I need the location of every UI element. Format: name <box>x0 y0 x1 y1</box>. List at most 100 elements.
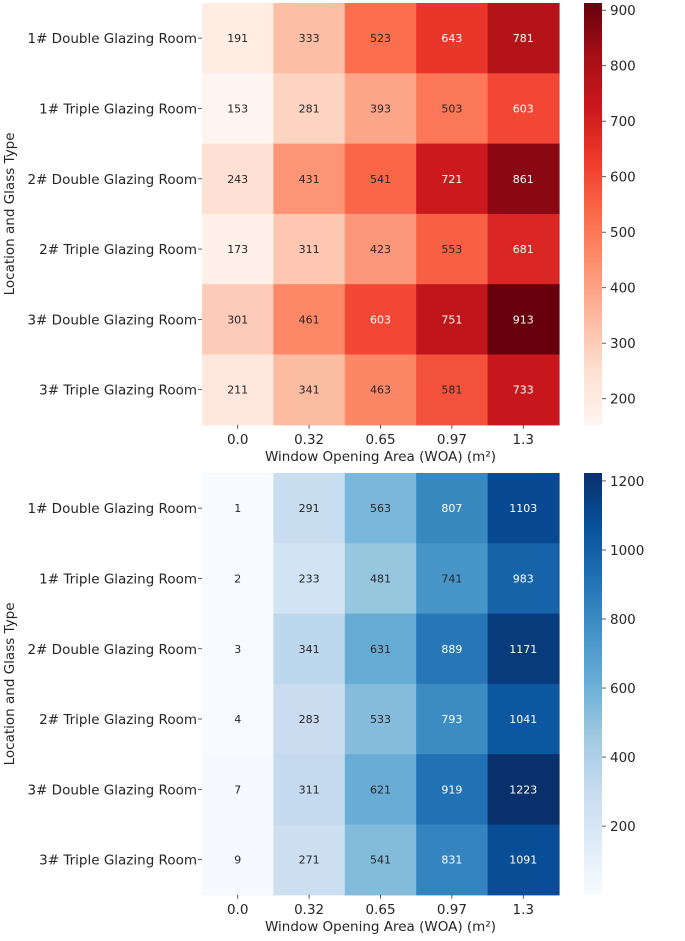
heatmap-cell <box>273 213 346 285</box>
cell-value-label: 431 <box>299 173 320 186</box>
heatmap-cell <box>487 613 560 685</box>
heatmap-cell <box>416 543 489 615</box>
heatmap-cell <box>273 824 346 896</box>
cell-value-label: 621 <box>370 783 391 796</box>
heatmap-cell <box>487 213 560 285</box>
cell-value-label: 807 <box>441 502 462 515</box>
cell-value-label: 211 <box>227 384 248 397</box>
colorbar-tick-label: 200 <box>610 392 636 408</box>
colorbar-tick-label: 1200 <box>610 474 644 490</box>
cell-value-label: 733 <box>513 384 534 397</box>
cell-value-label: 2 <box>234 572 241 585</box>
cell-value-label: 631 <box>370 643 391 656</box>
cell-value-label: 581 <box>441 384 462 397</box>
cell-value-label: 741 <box>441 572 462 585</box>
heatmap-cell <box>416 354 489 426</box>
cell-value-label: 191 <box>227 32 248 45</box>
heatmap-cell <box>273 543 346 615</box>
heatmap-cell <box>487 73 560 145</box>
y-axis-label: Location and Glass Type <box>2 132 18 295</box>
heatmap-cell <box>344 213 417 285</box>
cell-value-label: 889 <box>441 643 462 656</box>
cell-value-label: 781 <box>513 32 534 45</box>
heatmap-cell <box>202 284 274 356</box>
cell-value-label: 1171 <box>509 643 537 656</box>
cell-value-label: 7 <box>234 783 241 796</box>
heatmap-cell <box>202 543 274 615</box>
cell-value-label: 243 <box>227 173 248 186</box>
cell-value-label: 173 <box>227 243 248 256</box>
heatmap-cell <box>344 824 417 896</box>
cell-value-label: 643 <box>441 32 462 45</box>
x-tick-label: 0.0 <box>227 432 248 448</box>
heatmap-cell <box>273 143 346 215</box>
cell-value-label: 603 <box>513 102 534 115</box>
heatmap-cell <box>416 213 489 285</box>
y-tick-label: 2# Triple Glazing Room <box>39 242 197 258</box>
cell-value-label: 793 <box>441 713 462 726</box>
x-tick-label: 1.3 <box>513 902 534 918</box>
heatmap-cell <box>344 473 417 544</box>
colorbar-tick-label: 700 <box>610 114 636 130</box>
x-tick-label: 0.65 <box>365 432 395 448</box>
cell-value-label: 831 <box>441 854 462 867</box>
heatmap-cell <box>202 683 274 755</box>
cell-value-label: 333 <box>299 32 320 45</box>
cell-value-label: 233 <box>299 572 320 585</box>
heatmap-cell <box>273 73 346 145</box>
cell-value-label: 341 <box>299 384 320 397</box>
heatmap-cell <box>273 284 346 356</box>
colorbar-tick-label: 600 <box>610 681 636 697</box>
heatmap-cell <box>273 354 346 426</box>
heatmap-cell <box>416 613 489 685</box>
x-tick-label: 0.0 <box>227 902 248 918</box>
x-tick-label: 1.3 <box>513 432 534 448</box>
y-tick-label: 1# Triple Glazing Room <box>39 101 197 117</box>
x-axis-label: Window Opening Area (WOA) (m²) <box>265 449 496 465</box>
colorbar-tick-label: 900 <box>610 3 636 19</box>
cell-value-label: 523 <box>370 32 391 45</box>
heatmap-cell <box>202 73 274 145</box>
y-tick-label: 3# Triple Glazing Room <box>39 853 197 869</box>
heatmap-cell <box>487 284 560 356</box>
heatmap-cell <box>202 613 274 685</box>
cell-value-label: 4 <box>234 713 241 726</box>
y-tick-label: 1# Double Glazing Room <box>27 31 197 47</box>
cell-value-label: 1041 <box>509 713 537 726</box>
heatmap-cell <box>273 3 346 74</box>
y-tick-label: 2# Double Glazing Room <box>27 642 197 658</box>
x-tick-label: 0.65 <box>365 902 395 918</box>
cell-value-label: 1091 <box>509 854 537 867</box>
y-tick-label: 3# Triple Glazing Room <box>39 383 197 399</box>
cell-value-label: 919 <box>441 783 462 796</box>
cell-value-label: 861 <box>513 173 534 186</box>
cell-value-label: 283 <box>299 713 320 726</box>
cell-value-label: 751 <box>441 313 462 326</box>
heatmap-cell <box>416 73 489 145</box>
heatmap-cell <box>344 3 417 74</box>
heatmap-cell <box>344 143 417 215</box>
colorbar-tick-label: 300 <box>610 336 636 352</box>
heatmap-cell <box>344 683 417 755</box>
heatmap-cell <box>487 354 560 426</box>
heatmap-cell <box>344 543 417 615</box>
x-tick-label: 0.32 <box>294 432 324 448</box>
heatmap-cell <box>416 754 489 826</box>
cell-value-label: 603 <box>370 313 391 326</box>
heatmap-cell <box>202 213 274 285</box>
cell-value-label: 533 <box>370 713 391 726</box>
cell-value-label: 541 <box>370 854 391 867</box>
colorbar-tick-label: 400 <box>610 281 636 297</box>
cell-value-label: 681 <box>513 243 534 256</box>
cell-value-label: 721 <box>441 173 462 186</box>
heatmap-cell <box>273 683 346 755</box>
heatmap-cell <box>416 3 489 74</box>
heatmap-cell <box>416 143 489 215</box>
cell-value-label: 153 <box>227 102 248 115</box>
y-tick-label: 2# Double Glazing Room <box>27 172 197 188</box>
heatmap-cell <box>202 473 274 544</box>
heatmap-panel-1: 191 333 523 643 781 153 281 393 503 603 243 431 541 7… <box>2 3 636 465</box>
colorbar-tick-label: 600 <box>610 170 636 186</box>
cell-value-label: 553 <box>441 243 462 256</box>
heatmap-cell <box>273 613 346 685</box>
